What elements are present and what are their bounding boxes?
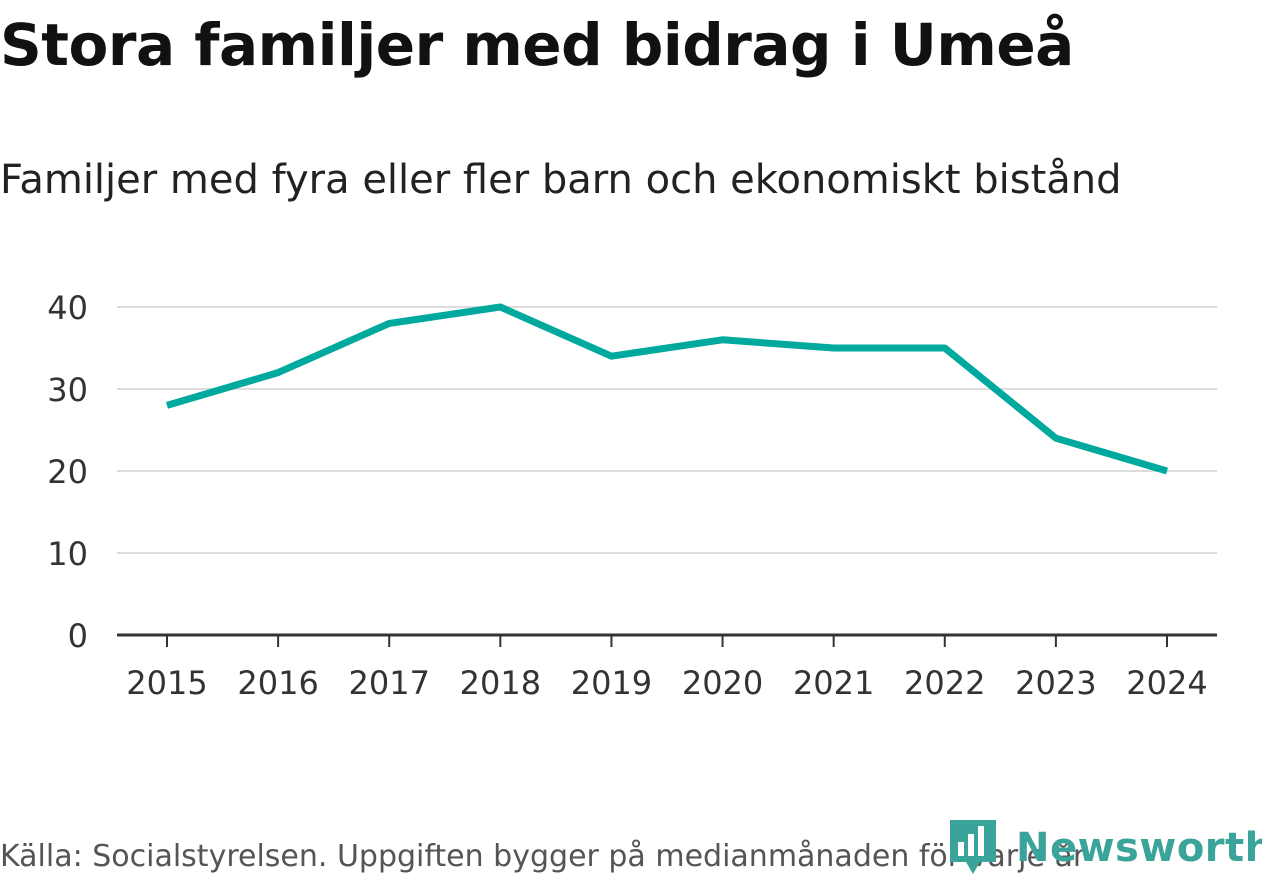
x-tick-label-2020: 2020 [682, 664, 763, 702]
x-tick-label-2023: 2023 [1015, 664, 1096, 702]
y-tick-label-30: 30 [47, 371, 88, 409]
x-tick-label-2021: 2021 [793, 664, 874, 702]
source-note: Källa: Socialstyrelsen. Uppgiften bygger… [0, 839, 1086, 874]
y-tick-label-40: 40 [47, 289, 88, 327]
x-tick-label-2016: 2016 [237, 664, 318, 702]
x-tick-label-2024: 2024 [1126, 664, 1207, 702]
newsworthy-logo-icon [950, 820, 996, 874]
brand-name: Newsworthy [1016, 825, 1262, 871]
x-tick-label-2022: 2022 [904, 664, 985, 702]
chart-title: Stora familjer med bidrag i Umeå [0, 11, 1074, 79]
x-tick-label-2018: 2018 [460, 664, 541, 702]
x-tick-label-2015: 2015 [126, 664, 207, 702]
chart-subtitle: Familjer med fyra eller fler barn och ek… [0, 157, 1122, 203]
series-line-0 [166, 303, 1168, 475]
x-tick-label-2017: 2017 [349, 664, 430, 702]
y-tick-label-20: 20 [47, 453, 88, 491]
y-tick-label-10: 10 [47, 535, 88, 573]
brand-logo[interactable]: Newsworthy [948, 818, 1262, 878]
y-tick-label-0: 0 [68, 617, 88, 655]
x-tick-label-2019: 2019 [571, 664, 652, 702]
